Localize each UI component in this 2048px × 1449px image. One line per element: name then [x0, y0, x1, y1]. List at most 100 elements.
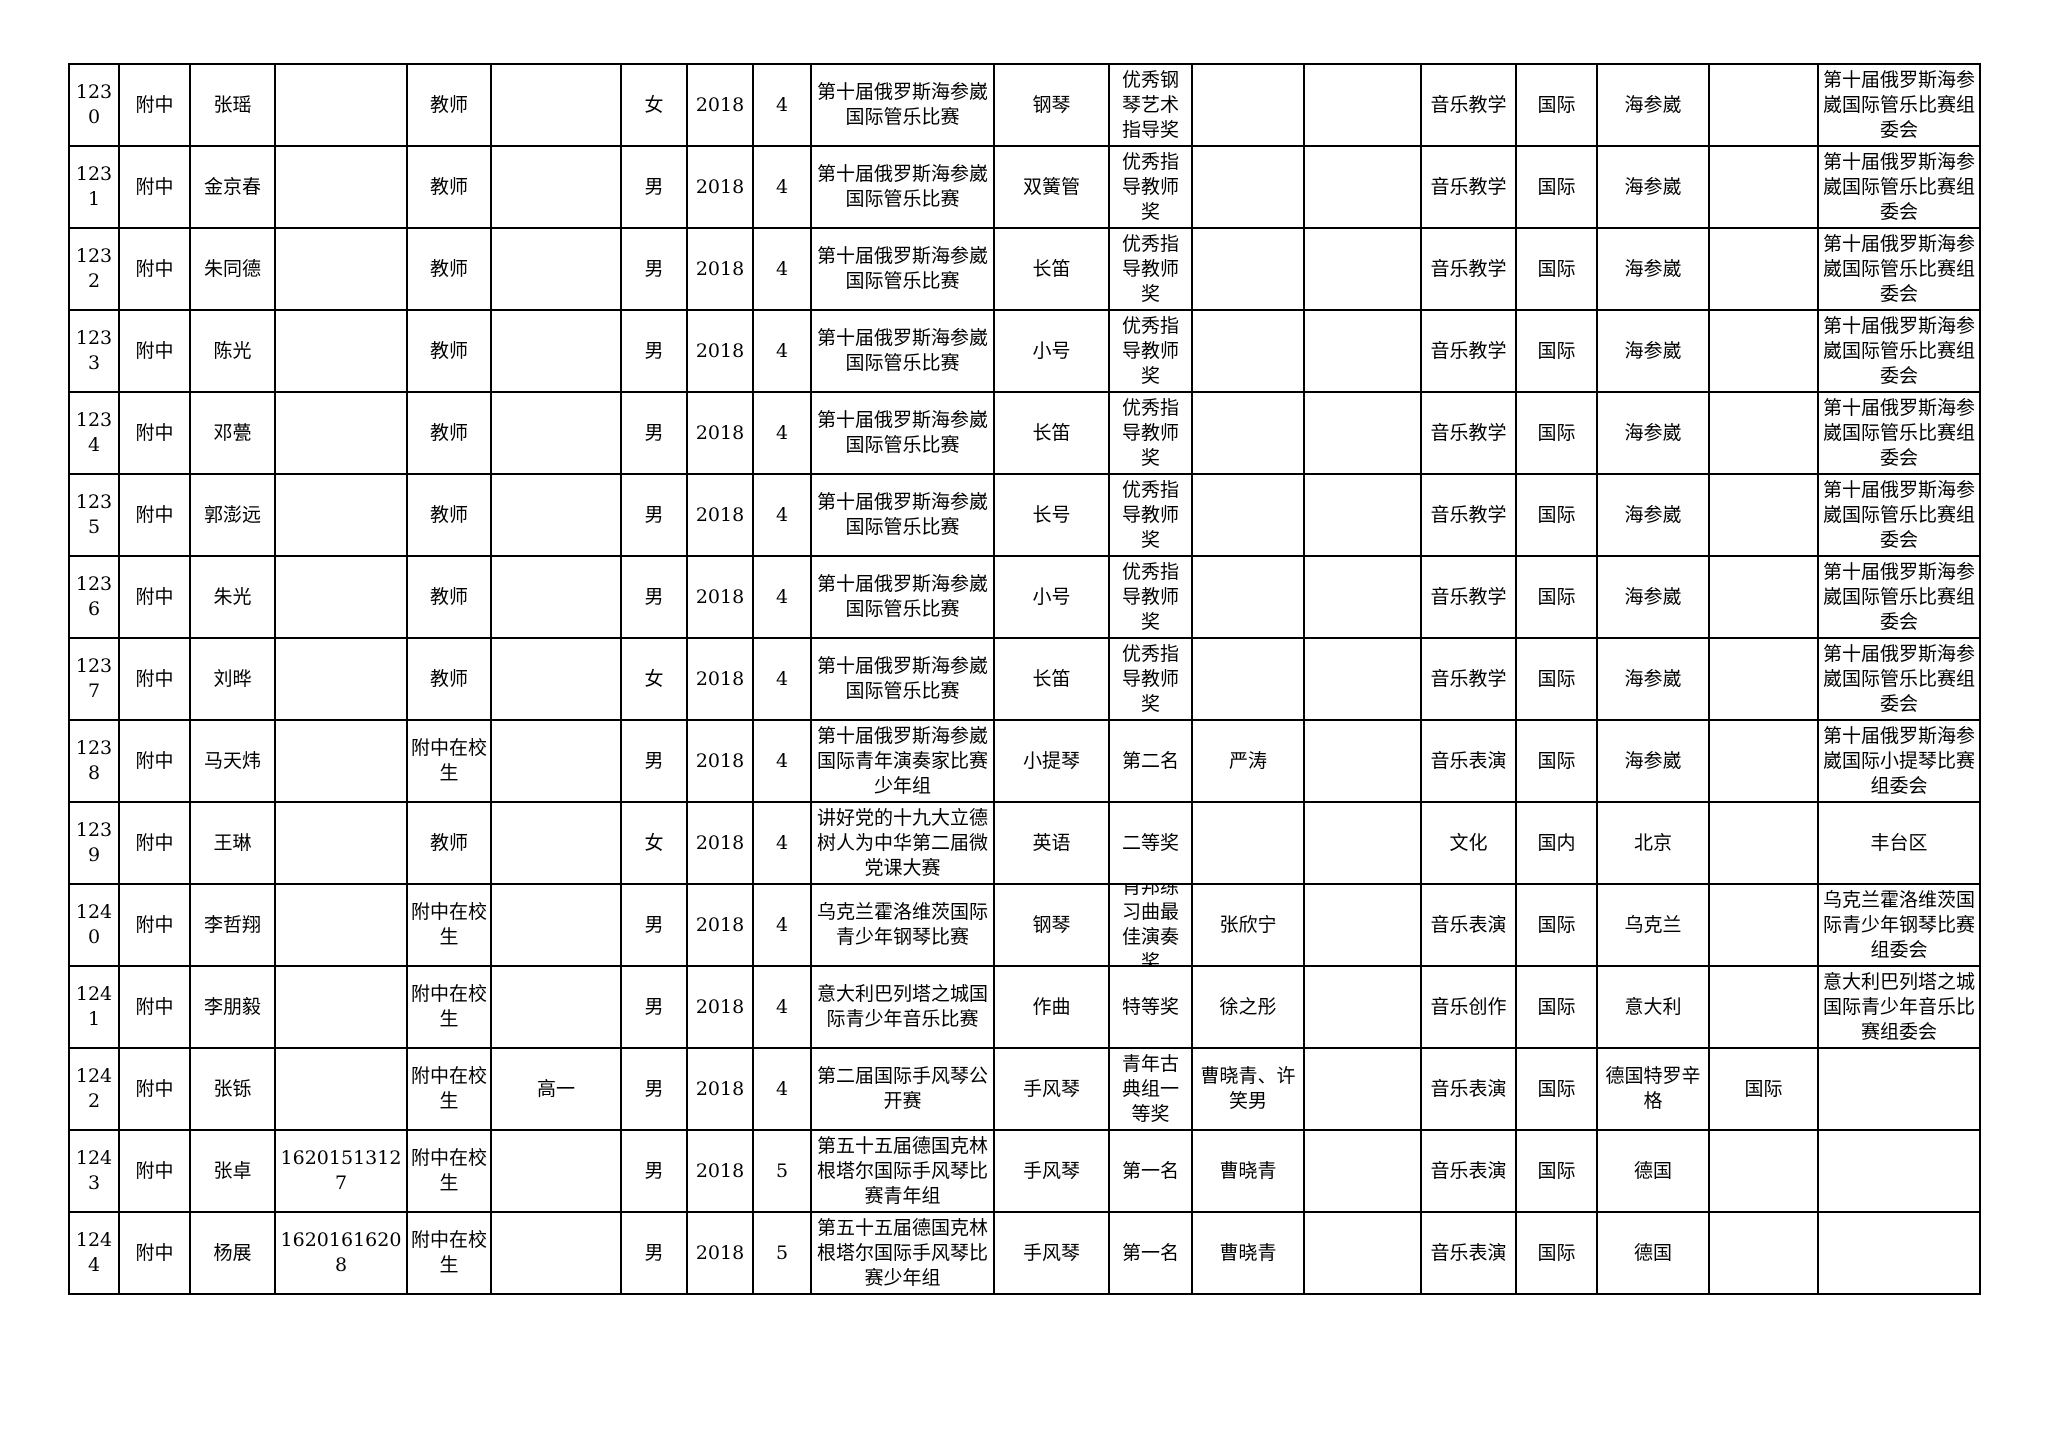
cell-text: 教师	[429, 421, 468, 444]
table-cell	[490, 555, 622, 639]
cell-text: 国际	[1537, 339, 1576, 362]
table-cell: 丰台区	[1817, 801, 1981, 885]
table-cell: 1238	[68, 719, 120, 803]
cell-text: 4	[775, 831, 789, 854]
table-cell: 曹晓青、许笑男	[1191, 1047, 1305, 1131]
cell-text: 海参崴	[1624, 257, 1682, 280]
table-cell	[1303, 63, 1422, 147]
table-cell: 2018	[686, 719, 754, 803]
cell-text: 附中	[135, 913, 174, 936]
cell-text: 男	[644, 175, 664, 198]
cell-text: 女	[644, 93, 664, 116]
cell-text: 意大利	[1624, 995, 1682, 1018]
cell-text: 二等奖	[1121, 831, 1179, 854]
table-cell	[490, 719, 622, 803]
cell-text: 作曲	[1032, 995, 1071, 1018]
cell-text: 海参崴	[1624, 749, 1682, 772]
table-cell	[1303, 883, 1422, 967]
cell-text: 附中	[135, 421, 174, 444]
cell-text: 张铄	[213, 1077, 252, 1100]
cell-text: 陈光	[213, 339, 252, 362]
cell-text: 教师	[429, 831, 468, 854]
table-cell	[1708, 145, 1819, 229]
cell-text: 优秀指导教师奖	[1121, 642, 1179, 715]
table-cell	[1191, 473, 1305, 557]
table-cell: 优秀指导教师奖	[1108, 391, 1193, 475]
cell-text: 王琳	[213, 831, 252, 854]
table-cell: 国际	[1515, 473, 1598, 557]
cell-text: 优秀指导教师奖	[1121, 560, 1179, 633]
table-cell: 教师	[406, 227, 492, 311]
table-cell: 长笛	[993, 391, 1110, 475]
cell-text: 2018	[695, 667, 745, 690]
cell-text: 教师	[429, 257, 468, 280]
cell-text: 4	[775, 667, 789, 690]
table-cell: 优秀钢琴艺术指导奖	[1108, 63, 1193, 147]
table-cell: 国际	[1515, 63, 1598, 147]
table-cell: 国际	[1515, 637, 1598, 721]
table-cell	[1191, 309, 1305, 393]
cell-text: 海参崴	[1624, 503, 1682, 526]
cell-text: 优秀指导教师奖	[1121, 314, 1179, 387]
table-cell: 教师	[406, 473, 492, 557]
table-cell: 男	[620, 1129, 688, 1213]
cell-text: 男	[644, 1077, 664, 1100]
table-cell: 金京春	[189, 145, 276, 229]
cell-text: 张欣宁	[1219, 913, 1277, 936]
cell-text: 高一	[536, 1077, 575, 1100]
table-cell: 德国特罗辛格	[1596, 1047, 1710, 1131]
cell-text: 16201513127	[280, 1147, 402, 1194]
table-cell	[274, 1047, 408, 1131]
table-cell: 张卓	[189, 1129, 276, 1213]
cell-text: 第十届俄罗斯海参崴国际管乐比赛	[816, 327, 988, 374]
table-row: 1240 附中 李哲翔 附中在校生 男 2018 4 乌克兰霍洛维茨国际青少年钢琴比赛 钢琴 肖邦…	[68, 883, 1981, 967]
cell-text: 1242	[75, 1065, 113, 1112]
table-cell: 男	[620, 145, 688, 229]
table-cell: 青年古典组一等奖	[1108, 1047, 1193, 1131]
table-cell: 附中	[118, 637, 191, 721]
table-cell: 附中在校生	[406, 965, 492, 1049]
cell-text: 男	[644, 421, 664, 444]
table-cell: 优秀指导教师奖	[1108, 145, 1193, 229]
cell-text: 第二届国际手风琴公开赛	[816, 1065, 988, 1112]
cell-text: 第十届俄罗斯海参崴国际管乐比赛	[816, 163, 988, 210]
cell-text: 马天炜	[203, 749, 261, 772]
table-cell: 国际	[1515, 145, 1598, 229]
table-cell	[1303, 1047, 1422, 1131]
table-cell: 音乐教学	[1420, 555, 1517, 639]
table-cell	[490, 883, 622, 967]
cell-text: 曹晓青	[1219, 1159, 1277, 1182]
cell-text: 4	[775, 421, 789, 444]
table-cell: 男	[620, 883, 688, 967]
cell-text: 双簧管	[1022, 175, 1080, 198]
table-row: 1243 附中 张卓 16201513127 附中在校生 男 2018 5 第五十五届德国克林根…	[68, 1129, 1981, 1213]
table-row: 1233 附中 陈光 教师 男 2018 4 第十届俄罗斯海参崴国际管乐比赛 小号 优秀指导教师奖…	[68, 309, 1981, 393]
cell-text: 5	[775, 1241, 789, 1264]
table-cell: 音乐表演	[1420, 719, 1517, 803]
cell-text: 2018	[695, 93, 745, 116]
cell-text: 优秀指导教师奖	[1121, 478, 1179, 551]
table-cell: 海参崴	[1596, 555, 1710, 639]
cell-text: 第十届俄罗斯海参崴国际管乐比赛组委会	[1822, 68, 1975, 141]
table-cell	[1191, 637, 1305, 721]
table-cell: 钢琴	[993, 883, 1110, 967]
table-cell: 附中在校生	[406, 883, 492, 967]
table-cell: 国际	[1515, 1047, 1598, 1131]
table-cell: 国际	[1515, 883, 1598, 967]
table-cell: 附中	[118, 965, 191, 1049]
cell-text: 16201616208	[280, 1229, 402, 1276]
table-cell	[1708, 965, 1819, 1049]
cell-text: 音乐表演	[1430, 1159, 1507, 1182]
table-cell: 音乐教学	[1420, 145, 1517, 229]
table-cell: 第十届俄罗斯海参崴国际管乐比赛	[810, 473, 995, 557]
table-cell: 4	[752, 637, 812, 721]
cell-text: 附中在校生	[411, 983, 487, 1030]
cell-text: 海参崴	[1624, 339, 1682, 362]
cell-text: 乌克兰	[1624, 913, 1682, 936]
table-cell: 国际	[1515, 1129, 1598, 1213]
cell-text: 国际	[1537, 1159, 1576, 1182]
table-cell	[1708, 801, 1819, 885]
table-cell: 教师	[406, 309, 492, 393]
table-cell: 教师	[406, 145, 492, 229]
